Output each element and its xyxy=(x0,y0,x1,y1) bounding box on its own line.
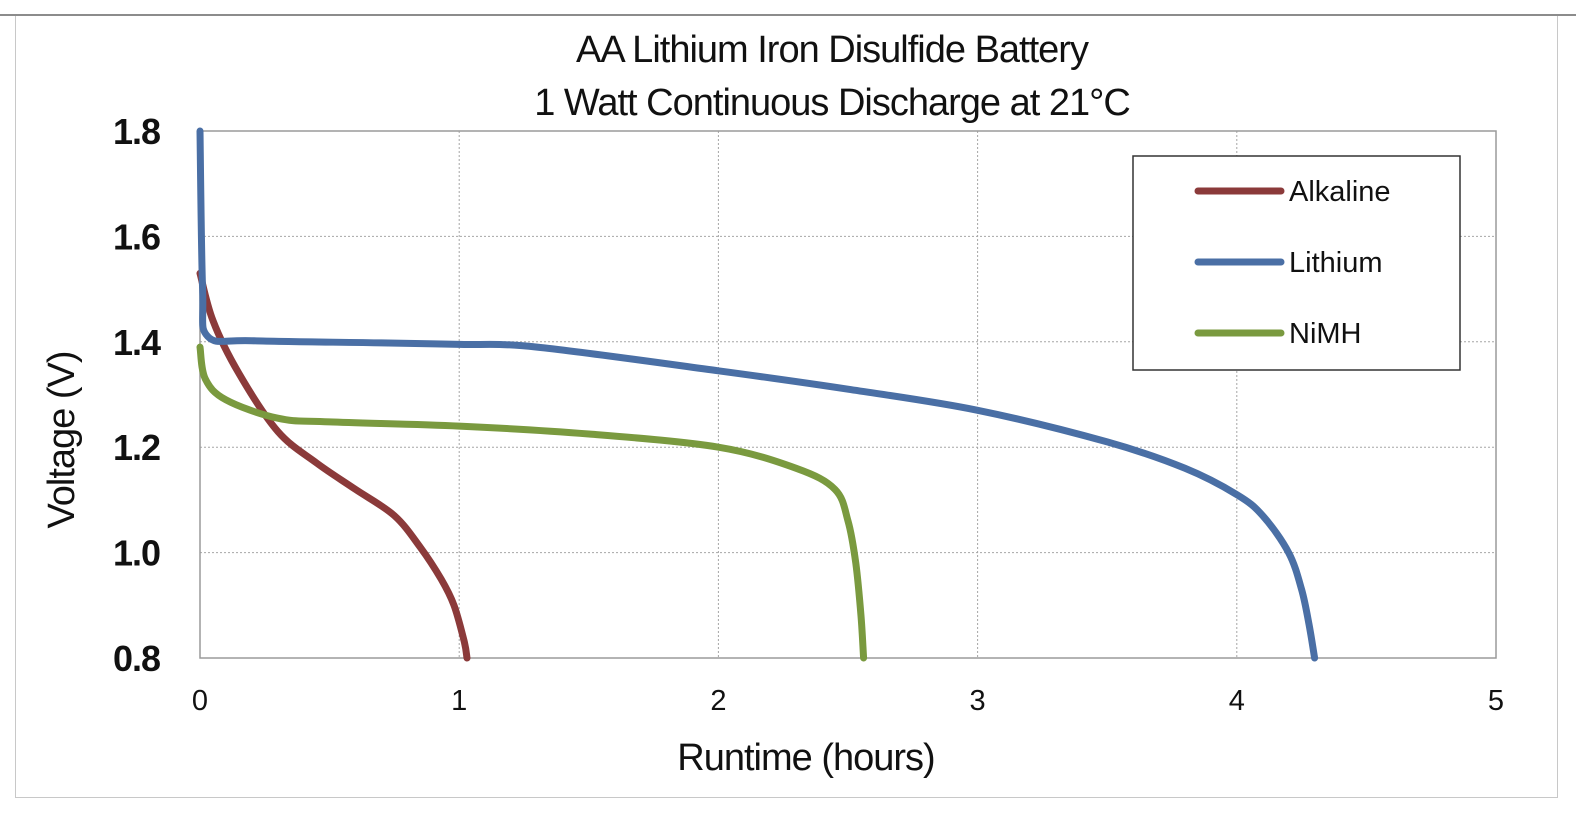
series-lines xyxy=(196,127,1319,662)
y-tick-label: 0.8 xyxy=(113,638,160,679)
series-line-lithium xyxy=(196,127,1319,662)
legend-box xyxy=(1132,155,1461,371)
chart-subtitle: 1 Watt Continuous Discharge at 21°C xyxy=(534,82,1130,124)
series-line-nimh xyxy=(196,343,868,662)
y-axis-label: Voltage (V) xyxy=(41,352,83,529)
legend-items: Alkaline Lithium NiMH xyxy=(1194,176,1391,350)
chart-title: AA Lithium Iron Disulfide Battery xyxy=(576,29,1089,71)
y-axis-ticks: 0.8 1.0 1.2 1.4 1.6 1.8 xyxy=(113,111,162,679)
x-tick-label: 0 xyxy=(192,685,208,717)
y-tick-label: 1.4 xyxy=(113,322,161,363)
y-tick-label: 1.8 xyxy=(113,111,160,152)
x-axis-ticks: 0 1 2 3 4 5 xyxy=(192,685,1504,717)
frame-top-rule xyxy=(0,14,1576,16)
x-axis-label: Runtime (hours) xyxy=(677,737,934,779)
y-tick-label: 1.0 xyxy=(113,533,160,574)
plot-area xyxy=(199,130,1497,659)
legend-label-nimh: NiMH xyxy=(1289,318,1362,350)
x-tick-label: 5 xyxy=(1488,685,1504,717)
x-tick-label: 1 xyxy=(451,685,467,717)
legend-label-alkaline: Alkaline xyxy=(1289,176,1391,208)
legend: Alkaline Lithium NiMH xyxy=(1132,155,1461,371)
legend-label-lithium: Lithium xyxy=(1289,247,1383,279)
y-tick-label: 1.2 xyxy=(113,427,160,468)
frame-border xyxy=(15,16,1558,798)
y-tick-label: 1.6 xyxy=(113,216,160,257)
x-tick-label: 2 xyxy=(710,685,726,717)
series-line-alkaline xyxy=(196,269,471,662)
x-tick-label: 4 xyxy=(1229,685,1245,717)
x-tick-label: 3 xyxy=(970,685,986,717)
